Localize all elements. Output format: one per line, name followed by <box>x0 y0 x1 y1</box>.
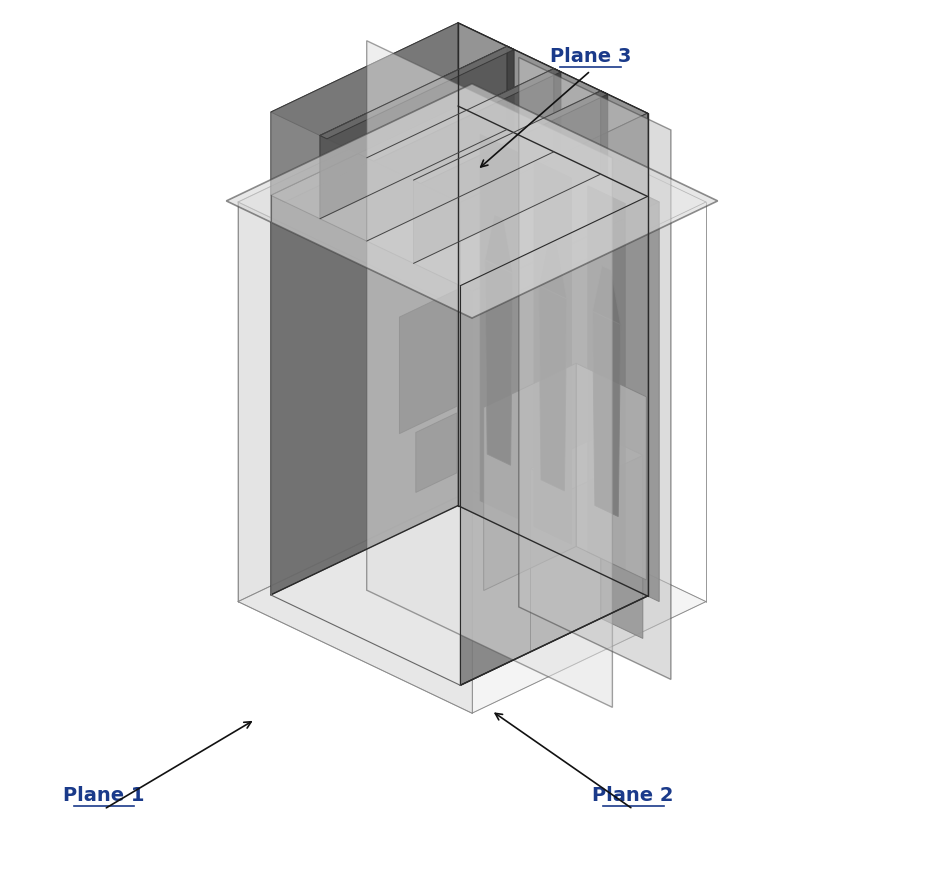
Polygon shape <box>576 364 646 580</box>
Polygon shape <box>415 413 456 493</box>
Polygon shape <box>458 106 647 596</box>
Polygon shape <box>271 106 647 286</box>
Polygon shape <box>592 311 620 516</box>
Text: Plane 1: Plane 1 <box>63 786 144 805</box>
Polygon shape <box>238 202 471 713</box>
Polygon shape <box>366 41 612 707</box>
Polygon shape <box>458 106 471 513</box>
Polygon shape <box>460 113 647 286</box>
Polygon shape <box>413 91 607 183</box>
Polygon shape <box>413 91 600 263</box>
Polygon shape <box>399 290 456 433</box>
Polygon shape <box>320 46 507 219</box>
Polygon shape <box>271 23 647 202</box>
Polygon shape <box>238 91 471 602</box>
Polygon shape <box>553 69 561 155</box>
Polygon shape <box>320 46 514 139</box>
Polygon shape <box>530 435 642 489</box>
Polygon shape <box>226 84 716 318</box>
Polygon shape <box>530 435 600 651</box>
Polygon shape <box>647 196 659 602</box>
Polygon shape <box>238 490 705 713</box>
Polygon shape <box>484 260 513 466</box>
Polygon shape <box>538 240 566 299</box>
Polygon shape <box>483 364 576 590</box>
Polygon shape <box>587 186 625 570</box>
Polygon shape <box>507 46 514 133</box>
Polygon shape <box>458 23 647 196</box>
Polygon shape <box>460 196 659 291</box>
Polygon shape <box>460 196 647 685</box>
Polygon shape <box>366 69 553 241</box>
Polygon shape <box>271 23 458 195</box>
Text: Plane 2: Plane 2 <box>592 786 673 805</box>
Polygon shape <box>533 160 571 544</box>
Polygon shape <box>592 266 620 324</box>
Polygon shape <box>518 58 670 679</box>
Polygon shape <box>480 134 517 519</box>
Polygon shape <box>600 435 642 638</box>
Polygon shape <box>271 106 471 202</box>
Text: Plane 3: Plane 3 <box>549 47 631 66</box>
Polygon shape <box>484 215 513 273</box>
Polygon shape <box>538 285 566 491</box>
Polygon shape <box>366 69 561 161</box>
Polygon shape <box>271 106 458 595</box>
Polygon shape <box>600 91 607 177</box>
